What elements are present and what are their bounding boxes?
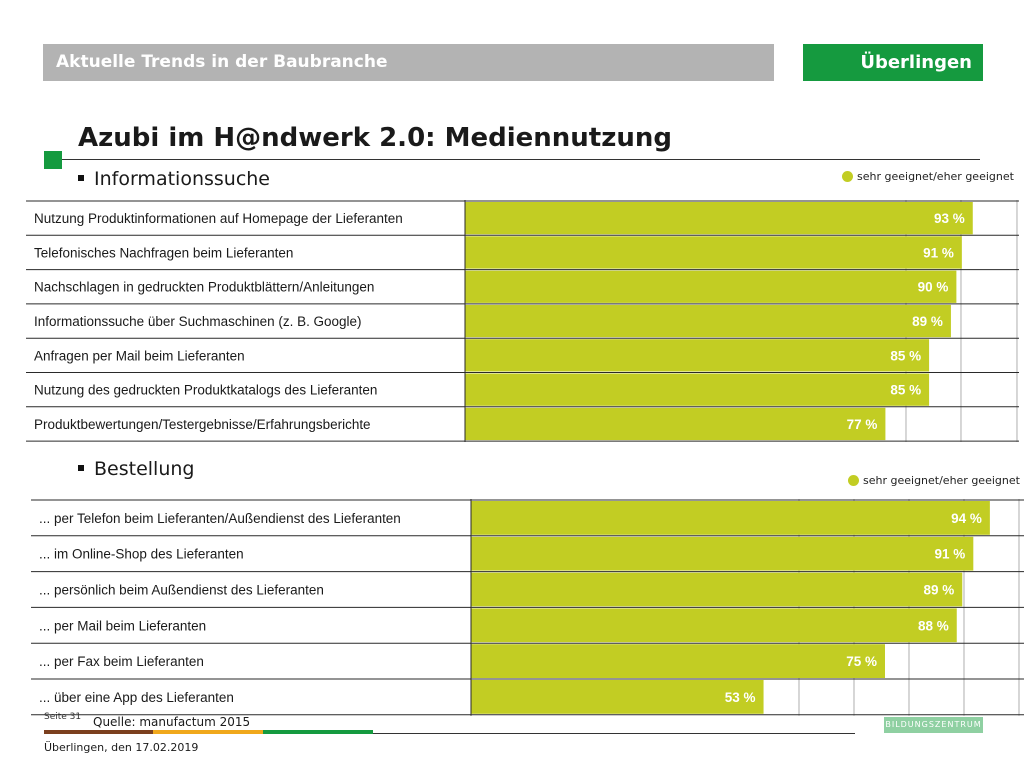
bar — [471, 500, 990, 535]
section-label: Informationssuche — [94, 168, 271, 190]
data-label: 91 % — [935, 547, 966, 562]
bar-chart-bestellung: ... per Telefon beim Lieferanten/Außendi… — [31, 499, 1024, 716]
data-label: 53 % — [725, 690, 756, 705]
logo-text: BILDUNGSZENTRUM — [885, 720, 982, 729]
legend-swatch-icon — [848, 475, 859, 486]
category-label: Informationssuche über Suchmaschinen (z.… — [34, 314, 362, 329]
bar — [465, 407, 886, 441]
footer-date: Überlingen, den 17.02.2019 — [44, 741, 199, 754]
footer-stripe-orange — [153, 730, 263, 734]
category-label: ... persönlich beim Außendienst des Lief… — [39, 582, 324, 597]
category-label: ... über eine App des Lieferanten — [39, 690, 234, 705]
bar — [465, 270, 957, 303]
bullet-icon — [78, 464, 84, 471]
category-label: Produktbewertungen/Testergebnisse/Erfahr… — [34, 417, 371, 432]
data-label: 94 % — [951, 511, 982, 526]
chart-legend-2: sehr geeignet/eher geeignet — [848, 474, 1020, 487]
data-label: 90 % — [918, 280, 949, 295]
footer-stripe-green — [263, 730, 373, 734]
legend-label: sehr geeignet/eher geeignet — [857, 170, 1014, 183]
bar — [465, 236, 962, 269]
data-label: 89 % — [912, 314, 943, 329]
data-label: 93 % — [934, 211, 965, 226]
bar — [471, 644, 885, 678]
data-label: 77 % — [847, 417, 878, 432]
source-note: Quelle: manufactum 2015 — [93, 715, 251, 729]
chart-legend-1: sehr geeignet/eher geeignet — [842, 170, 1014, 183]
category-label: Anfragen per Mail beim Lieferanten — [34, 348, 245, 363]
data-label: 89 % — [924, 582, 955, 597]
category-label: Telefonisches Nachfragen beim Lieferante… — [34, 245, 293, 260]
page-number: Seite 31 — [44, 712, 82, 722]
title-marker — [44, 151, 62, 169]
section-heading-bestellung: Bestellung — [78, 458, 194, 480]
category-label: ... im Online-Shop des Lieferanten — [39, 547, 244, 562]
category-label: ... per Telefon beim Lieferanten/Außendi… — [39, 511, 401, 526]
legend-label: sehr geeignet/eher geeignet — [863, 474, 1020, 487]
section-label: Bestellung — [94, 458, 195, 480]
category-label: ... per Fax beim Lieferanten — [39, 654, 204, 669]
header-title-bar: Aktuelle Trends in der Baubranche — [43, 44, 774, 81]
bar — [471, 572, 963, 607]
category-label: ... per Mail beim Lieferanten — [39, 618, 206, 633]
footer-stripe-brown — [44, 730, 153, 734]
bar — [465, 304, 951, 338]
category-label: Nutzung des gedruckten Produktkatalogs d… — [34, 383, 377, 398]
chart-svg: ... per Telefon beim Lieferanten/Außendi… — [31, 499, 1024, 716]
data-label: 75 % — [846, 654, 877, 669]
bar — [465, 373, 930, 406]
category-label: Nutzung Produktinformationen auf Homepag… — [34, 211, 403, 226]
bar — [465, 339, 930, 372]
location-badge: Überlingen — [803, 44, 983, 81]
section-heading-informationssuche: Informationssuche — [78, 168, 270, 190]
data-label: 91 % — [923, 245, 954, 260]
bildungszentrum-logo: BILDUNGSZENTRUM — [884, 717, 983, 733]
legend-swatch-icon — [842, 171, 853, 182]
data-label: 85 % — [890, 383, 921, 398]
page-title: Azubi im H@ndwerk 2.0: Mediennutzung — [78, 123, 672, 153]
bar — [471, 536, 974, 571]
data-label: 85 % — [890, 348, 921, 363]
data-label: 88 % — [918, 618, 949, 633]
category-label: Nachschlagen in gedruckten Produktblätte… — [34, 280, 374, 295]
header-title: Aktuelle Trends in der Baubranche — [56, 52, 388, 72]
title-divider — [62, 159, 980, 160]
location-label: Überlingen — [860, 52, 972, 73]
chart-svg: Nutzung Produktinformationen auf Homepag… — [26, 200, 1019, 443]
bar — [465, 201, 973, 235]
footer-divider — [373, 733, 855, 734]
bar — [471, 608, 957, 643]
bar-chart-informationssuche: Nutzung Produktinformationen auf Homepag… — [26, 200, 1019, 443]
bar — [471, 679, 764, 714]
bullet-icon — [78, 174, 84, 181]
